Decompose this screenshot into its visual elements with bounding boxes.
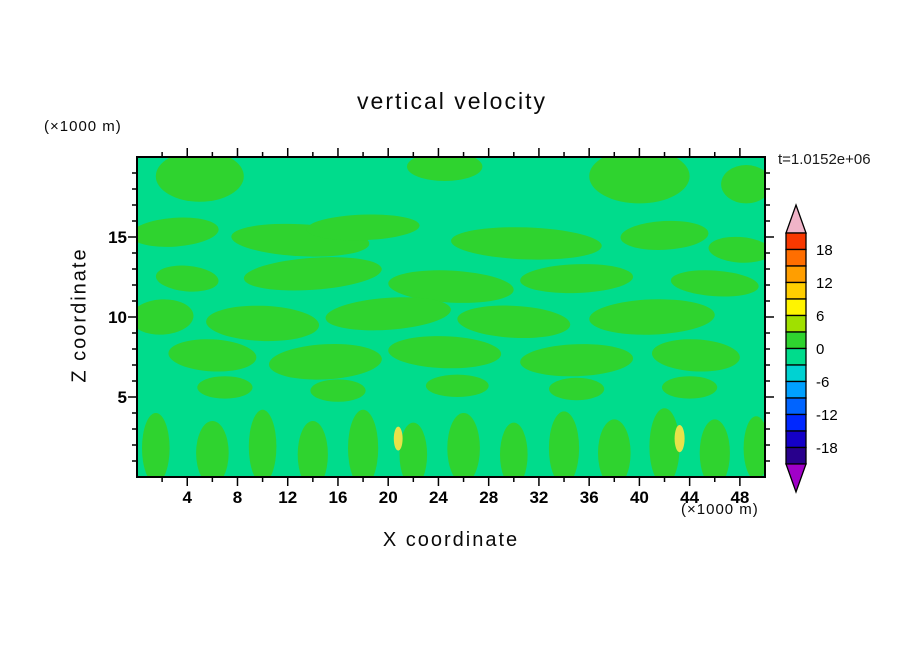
x-tick-label: 8 xyxy=(233,488,242,507)
x-tick-label: 48 xyxy=(730,488,749,507)
updraft-blob xyxy=(297,421,328,477)
updraft-blob xyxy=(137,217,219,247)
updraft-blob xyxy=(520,264,634,294)
y-unit-label: (×1000 m) xyxy=(44,118,122,135)
x-tick-label: 40 xyxy=(630,488,649,507)
y-tick-label: 15 xyxy=(108,228,127,247)
colorbar: 18 12 6 0 -6 -12 -18 xyxy=(785,203,838,494)
x-tick-label: 28 xyxy=(479,488,498,507)
updraft-blob xyxy=(549,377,605,401)
updraft-blob xyxy=(620,220,709,250)
updraft-blob xyxy=(306,214,420,241)
y-axis-label: Z coordinate xyxy=(68,247,91,383)
x-axis-label: X coordinate xyxy=(382,529,520,551)
warm-spot xyxy=(393,426,403,451)
updraft-blob xyxy=(325,297,451,331)
colorbar-label: -6 xyxy=(816,374,829,391)
colorbar-label: 18 xyxy=(816,242,833,259)
updraft-blob xyxy=(589,299,715,335)
colorbar-segment xyxy=(785,413,807,432)
updraft-blob xyxy=(451,227,602,260)
colorbar-segment xyxy=(785,331,807,350)
updraft-blob xyxy=(155,157,244,202)
updraft-blob xyxy=(348,409,379,477)
updraft-blob xyxy=(197,376,253,399)
updraft-blob xyxy=(457,305,571,339)
updraft-blob xyxy=(447,413,480,477)
updraft-blob xyxy=(670,270,759,297)
updraft-blob xyxy=(388,270,514,303)
time-label: t=1.0152e+06 xyxy=(778,151,871,168)
x-tick-label: 24 xyxy=(429,488,448,507)
updraft-blob xyxy=(743,416,765,477)
updraft-blob xyxy=(649,408,680,477)
updraft-blob xyxy=(243,257,382,291)
updraft-blob xyxy=(310,379,366,402)
field-contours xyxy=(137,157,765,477)
colorbar-label: 6 xyxy=(816,308,824,325)
updraft-blob xyxy=(651,339,740,372)
colorbar-segment xyxy=(785,298,807,317)
updraft-blob xyxy=(388,336,502,369)
updraft-blob xyxy=(425,374,489,397)
updraft-blob xyxy=(196,421,229,477)
warm-spot xyxy=(674,425,685,453)
updraft-blob xyxy=(708,236,765,263)
updraft-blob xyxy=(699,419,730,477)
updraft-blob xyxy=(548,411,580,477)
updraft-blob xyxy=(142,413,170,477)
updraft-blob xyxy=(399,422,428,477)
updraft-blob xyxy=(500,422,528,477)
updraft-blob xyxy=(168,339,257,372)
y-tick-label: 5 xyxy=(118,388,127,407)
x-unit-label: (×1000 m) xyxy=(681,501,759,518)
updraft-blob xyxy=(662,376,718,399)
x-tick-label: 44 xyxy=(680,488,699,507)
colorbar-segment xyxy=(785,232,807,251)
updraft-blob xyxy=(589,157,690,204)
colorbar-label: -18 xyxy=(816,440,838,457)
plot-title: vertical velocity xyxy=(357,88,547,114)
updraft-blob xyxy=(407,157,483,181)
updraft-blob xyxy=(721,165,765,204)
x-tick-label: 4 xyxy=(182,488,192,507)
colorbar-segment xyxy=(785,281,807,300)
x-tick-label: 20 xyxy=(379,488,398,507)
colorbar-segment xyxy=(785,347,807,366)
updraft-blob xyxy=(598,419,631,477)
x-tick-label: 32 xyxy=(529,488,548,507)
y-tick-label: 10 xyxy=(108,308,127,327)
colorbar-segment xyxy=(785,265,807,284)
updraft-blob xyxy=(137,299,194,335)
colorbar-label: 12 xyxy=(816,275,833,292)
updraft-blob xyxy=(155,265,219,292)
colorbar-segment xyxy=(785,248,807,267)
updraft-blob xyxy=(268,343,382,380)
colorbar-segment xyxy=(785,446,807,465)
colorbar-segment xyxy=(785,397,807,416)
colorbar-under-arrow xyxy=(785,463,807,494)
colorbar-label: 0 xyxy=(816,341,824,358)
colorbar-segment xyxy=(785,364,807,383)
x-tick-label: 36 xyxy=(580,488,599,507)
x-tick-label: 12 xyxy=(278,488,297,507)
colorbar-label: -12 xyxy=(816,407,838,424)
colorbar-segment xyxy=(785,314,807,333)
updraft-blob xyxy=(520,344,634,377)
x-tick-label: 16 xyxy=(329,488,348,507)
colorbar-over-arrow xyxy=(785,203,807,234)
colorbar-segment xyxy=(785,380,807,399)
updraft-blob xyxy=(248,409,277,477)
updraft-blob xyxy=(206,305,320,342)
colorbar-segment xyxy=(785,430,807,449)
